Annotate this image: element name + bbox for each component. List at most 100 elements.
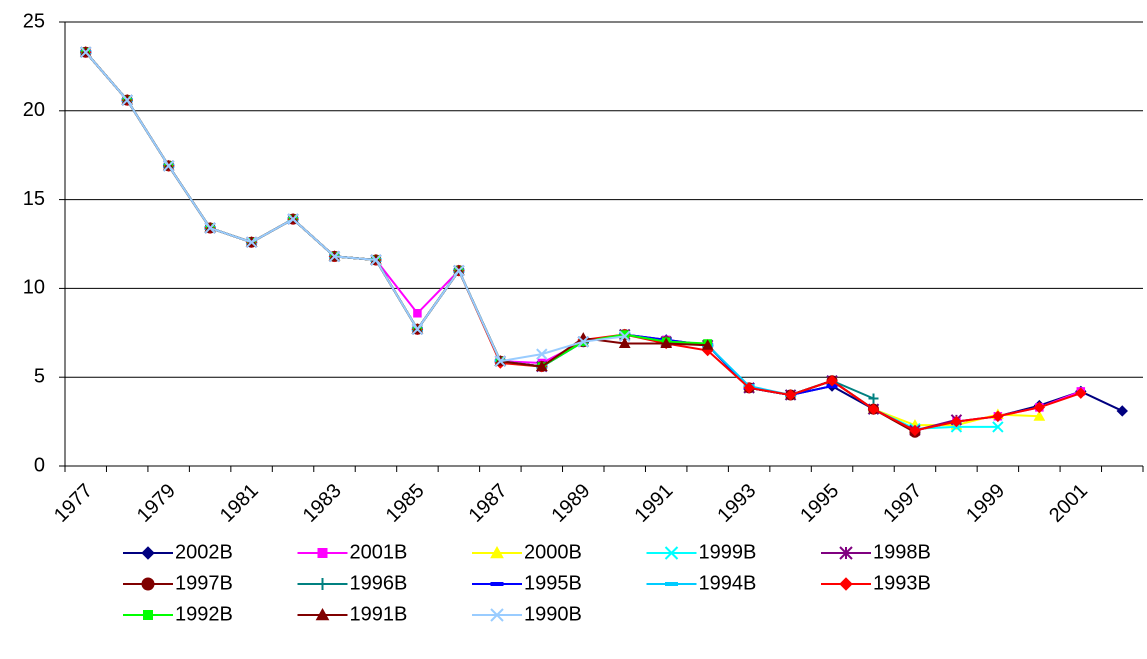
marker xyxy=(413,309,422,318)
y-tick-label: 15 xyxy=(23,188,45,210)
legend-item: 2002B xyxy=(123,541,233,563)
marker xyxy=(618,337,631,348)
marker xyxy=(950,415,963,428)
legend-marker xyxy=(665,582,678,586)
x-tick-label: 1999 xyxy=(962,480,1009,527)
marker xyxy=(784,389,797,401)
series-line xyxy=(84,51,1123,432)
legend-item: 1996B xyxy=(297,572,408,594)
marker xyxy=(701,339,714,350)
series-line xyxy=(84,51,957,432)
series-line xyxy=(84,51,708,368)
y-tick-label: 20 xyxy=(23,99,45,121)
legend-item: 1994B xyxy=(646,572,757,594)
legend-marker xyxy=(143,610,153,620)
legend-item: 2001B xyxy=(297,541,408,563)
marker xyxy=(535,360,548,372)
marker xyxy=(826,375,838,387)
marker xyxy=(619,330,631,343)
series xyxy=(80,50,838,397)
legend-label: 2001B xyxy=(350,541,408,563)
legend-item: 1991B xyxy=(297,603,408,625)
legend-marker xyxy=(839,546,853,560)
series xyxy=(80,46,921,438)
marker xyxy=(577,335,589,348)
marker xyxy=(162,160,175,172)
legend-marker xyxy=(664,546,679,560)
marker xyxy=(411,323,424,335)
y-tick-label: 10 xyxy=(23,277,45,299)
marker xyxy=(80,46,92,58)
series-line xyxy=(84,51,833,396)
legend-item: 2000B xyxy=(472,541,582,563)
marker xyxy=(494,355,507,367)
marker xyxy=(868,393,879,404)
legend-label: 1999B xyxy=(699,541,757,563)
marker xyxy=(660,337,673,348)
legend-marker xyxy=(490,608,504,622)
series-line xyxy=(84,51,1082,432)
marker xyxy=(992,421,1004,433)
marker xyxy=(1033,410,1046,421)
legend-label: 1992B xyxy=(175,603,233,625)
marker xyxy=(1116,405,1128,417)
legend-label: 1994B xyxy=(699,572,757,594)
marker xyxy=(121,94,133,106)
legend-label: 1998B xyxy=(873,541,931,563)
x-tick-label: 1989 xyxy=(548,480,595,527)
x-tick-label: 1997 xyxy=(879,480,926,527)
legend-marker xyxy=(141,546,155,560)
y-tick-label: 0 xyxy=(34,454,45,476)
series-line xyxy=(84,51,916,434)
x-tick-label: 1991 xyxy=(630,480,677,527)
marker xyxy=(743,382,755,394)
marker xyxy=(287,213,299,225)
legend-item: 1998B xyxy=(821,541,931,563)
legend-item: 1993B xyxy=(821,572,931,594)
marker xyxy=(1033,401,1046,414)
legend-item: 1990B xyxy=(472,603,582,625)
series-line xyxy=(84,51,708,368)
marker xyxy=(992,410,1004,422)
marker xyxy=(204,222,216,234)
legend-item: 1992B xyxy=(123,603,233,625)
series-line xyxy=(84,51,1040,427)
series xyxy=(79,46,1046,430)
x-tick-label: 1981 xyxy=(216,480,263,527)
legend-item: 1995B xyxy=(472,572,582,594)
marker xyxy=(1075,387,1087,399)
legend-label: 1995B xyxy=(524,572,582,594)
x-tick-label: 1983 xyxy=(299,480,346,527)
legend-label: 1991B xyxy=(350,603,408,625)
marker xyxy=(453,264,465,277)
series xyxy=(81,47,1086,435)
marker xyxy=(245,236,258,248)
legend-marker xyxy=(141,577,155,591)
legend-label: 1993B xyxy=(873,572,931,594)
legend-label: 2002B xyxy=(175,541,233,563)
legend-item: 1997B xyxy=(123,572,233,594)
series-line xyxy=(84,51,625,363)
x-tick-label: 1985 xyxy=(382,480,429,527)
x-tick-label: 1993 xyxy=(713,480,760,527)
marker xyxy=(370,254,382,266)
x-tick-label: 1995 xyxy=(796,480,843,527)
y-tick-label: 5 xyxy=(34,365,45,387)
x-tick-label: 1987 xyxy=(465,480,512,527)
legend-marker xyxy=(839,577,853,591)
series-line xyxy=(84,51,1082,432)
series xyxy=(80,47,879,404)
legend-label: 1996B xyxy=(350,572,408,594)
legend-item: 1999B xyxy=(646,541,757,563)
y-tick-label: 25 xyxy=(23,10,45,32)
marker xyxy=(909,424,921,437)
legend-label: 2000B xyxy=(524,541,582,563)
marker xyxy=(328,250,341,263)
legend-marker xyxy=(317,548,328,558)
legend-label: 1997B xyxy=(175,572,233,594)
legend-marker xyxy=(490,545,504,559)
x-tick-label: 1979 xyxy=(133,480,180,527)
series-line xyxy=(84,51,874,400)
series xyxy=(80,46,631,367)
